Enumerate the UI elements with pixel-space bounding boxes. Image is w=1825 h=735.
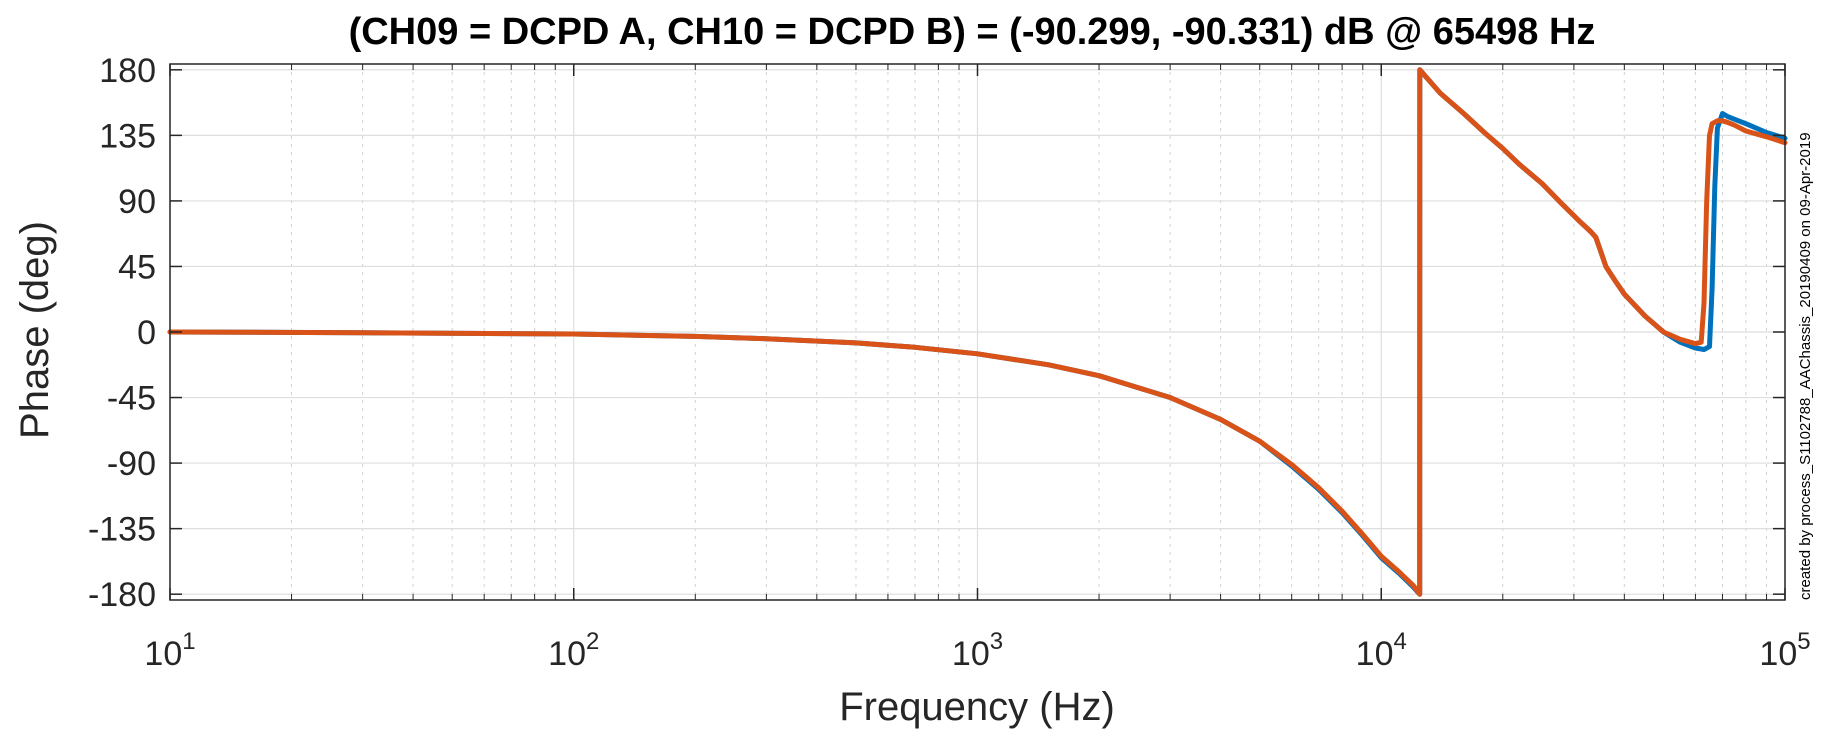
x-tick-label: 103 xyxy=(952,628,1003,673)
x-tick-label: 101 xyxy=(144,628,195,673)
chart-title: (CH09 = DCPD A, CH10 = DCPD B) = (-90.29… xyxy=(349,11,1596,53)
y-axis-label: Phase (deg) xyxy=(13,221,57,439)
side-note: created by process_S1102788_AAChassis_20… xyxy=(1797,132,1814,600)
y-tick-label: 135 xyxy=(99,117,156,155)
x-tick-label: 102 xyxy=(548,628,599,673)
series-line-ch10 xyxy=(167,67,1788,597)
y-tick-label: 90 xyxy=(118,183,156,221)
y-tick-label: -45 xyxy=(107,380,156,418)
y-tick-label: 45 xyxy=(118,248,156,286)
y-tick-label: -180 xyxy=(88,576,156,614)
y-tick-label: 180 xyxy=(99,52,156,90)
y-tick-label: -90 xyxy=(107,445,156,483)
x-tick-label: 104 xyxy=(1356,628,1407,673)
axis-ticks: 101 102 103 104 105 180 135 90 45 0 -45 -90 -135 -180 xyxy=(88,52,1811,673)
y-tick-label: -135 xyxy=(88,511,156,549)
x-tick-label: 105 xyxy=(1759,628,1810,673)
x-axis-label: Frequency (Hz) xyxy=(839,685,1115,729)
y-tick-label: 0 xyxy=(137,314,156,352)
series-lines xyxy=(167,67,1788,597)
